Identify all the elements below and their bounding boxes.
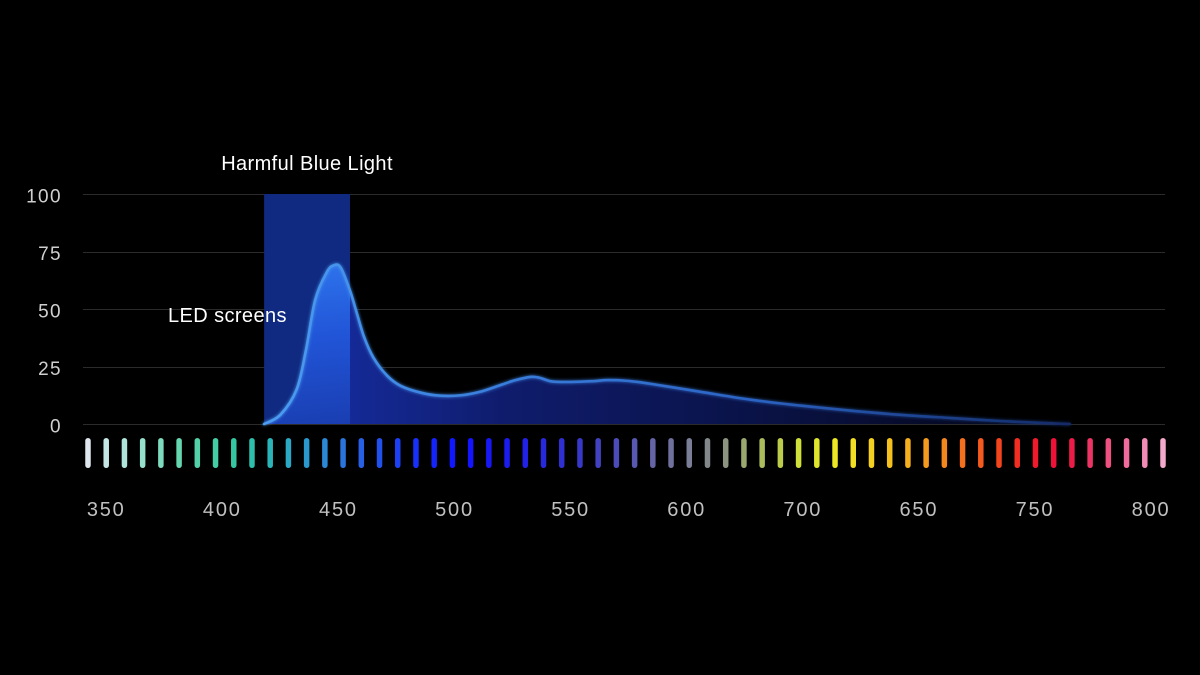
- spectrum-bar: [522, 438, 529, 468]
- spectrum-bar: [431, 438, 437, 468]
- spectrum-bar: [923, 438, 929, 468]
- spectrum-bar: [631, 438, 638, 468]
- spectrum-bar: [795, 438, 802, 468]
- spectrum-bar: [449, 438, 456, 468]
- spectrum-bar: [868, 438, 875, 468]
- y-tick-label: 0: [50, 417, 62, 438]
- y-tick-label: 100: [26, 187, 62, 208]
- spectrum-bar: [540, 438, 547, 468]
- spectrum-bar: [759, 438, 765, 468]
- x-tick-label: 600: [667, 499, 706, 521]
- x-axis: 350 400 450 500 550 600 700 650 750 800: [87, 499, 1171, 521]
- spectrum-color-scale: [85, 438, 1166, 468]
- spectrum-bar: [941, 438, 948, 468]
- spectrum-bar: [1014, 438, 1020, 468]
- spectrum-bar: [777, 438, 784, 468]
- spectrum-bar: [303, 438, 310, 468]
- x-tick-label: 650: [899, 499, 938, 521]
- spectrum-bar: [249, 438, 255, 468]
- y-tick-label: 50: [38, 302, 62, 323]
- spectrum-bar: [1032, 438, 1039, 468]
- spectrum-bar: [176, 438, 182, 468]
- spectrum-bar: [668, 438, 674, 468]
- spectrum-bar: [1160, 438, 1166, 468]
- spectrum-bar: [486, 438, 492, 468]
- spectrum-bar: [704, 438, 711, 468]
- grid-lines: [83, 194, 1165, 425]
- spectrum-bar: [212, 438, 219, 468]
- band-label: Harmful Blue Light: [221, 153, 393, 175]
- spectrum-bar: [231, 438, 237, 468]
- spectrum-bar: [322, 438, 328, 468]
- spectrum-bar: [194, 438, 201, 468]
- series-label: LED screens: [168, 305, 287, 327]
- x-tick-label: 550: [551, 499, 590, 521]
- spectrum-bar: [886, 438, 893, 468]
- spectrum-bar: [467, 438, 474, 468]
- spectrum-bar: [1123, 438, 1130, 468]
- spectrum-bar: [395, 438, 401, 468]
- spectrum-bar: [376, 438, 383, 468]
- spectrum-bar: [577, 438, 583, 468]
- spectrum-bar: [504, 438, 510, 468]
- spectrum-bar: [850, 438, 856, 468]
- y-tick-label: 25: [38, 359, 62, 380]
- spectrum-bar: [413, 438, 419, 468]
- spectrum-bar: [978, 438, 984, 468]
- x-tick-label: 800: [1132, 499, 1171, 521]
- spectrum-bar: [722, 438, 729, 468]
- x-tick-label: 500: [435, 499, 474, 521]
- spectrum-bar: [340, 438, 346, 468]
- spectrum-bar: [103, 438, 109, 468]
- led-screens-curve: [262, 263, 1072, 426]
- x-tick-label: 700: [783, 499, 822, 521]
- y-axis: 0 25 50 75 100: [26, 187, 62, 438]
- x-tick-label: 450: [319, 499, 358, 521]
- spectrum-bar: [139, 438, 146, 468]
- spectrum-bar: [358, 438, 365, 468]
- spectrum-bar: [741, 438, 747, 468]
- x-tick-label: 350: [87, 499, 126, 521]
- spectrum-bar: [814, 438, 820, 468]
- spectrum-bar: [1050, 438, 1057, 468]
- spectrum-bar: [558, 438, 565, 468]
- led-screens-area-in-band: [264, 264, 351, 424]
- spectrum-bar: [686, 438, 693, 468]
- series-layer: [262, 263, 1072, 426]
- x-tick-label: 750: [1016, 499, 1055, 521]
- spectrum-bar: [121, 438, 128, 468]
- spectrum-bar: [85, 438, 91, 468]
- y-tick-label: 75: [38, 244, 62, 265]
- spectrum-bar: [959, 438, 966, 468]
- spectrum-bar: [650, 438, 656, 468]
- annotations: Harmful Blue Light LED screens: [168, 153, 393, 327]
- spectrum-bar: [267, 438, 273, 468]
- x-tick-label: 400: [203, 499, 242, 521]
- spectrum-bar: [595, 438, 601, 468]
- spectrum-bar: [1142, 438, 1148, 468]
- spectrum-bar: [613, 438, 620, 468]
- spectrum-bar: [285, 438, 292, 468]
- spectrum-bar: [832, 438, 838, 468]
- spectrum-bar: [1087, 438, 1093, 468]
- led-screens-area: [264, 264, 1070, 424]
- spectrum-bar: [1105, 438, 1112, 468]
- spectrum-bar: [158, 438, 164, 468]
- spectrum-bar: [1069, 438, 1075, 468]
- spectrum-bar: [996, 438, 1002, 468]
- spectrum-bar: [905, 438, 911, 468]
